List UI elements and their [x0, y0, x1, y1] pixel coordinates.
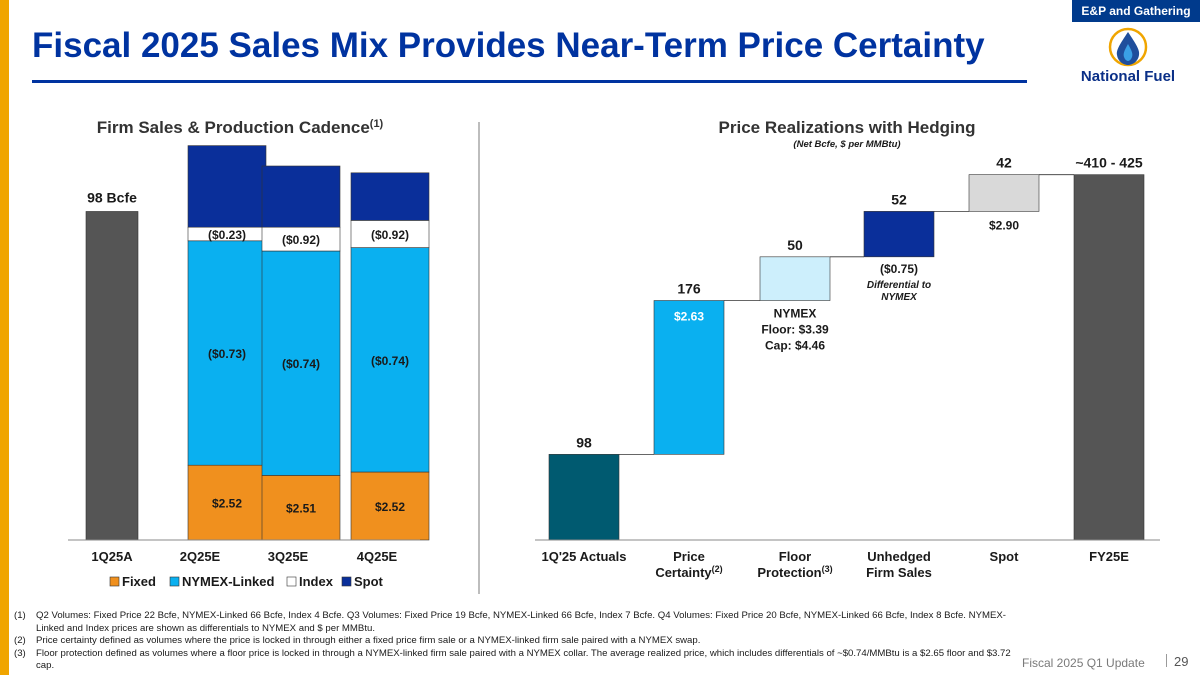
legend-swatch: [341, 576, 352, 587]
chart2-tick-label: Spot: [990, 549, 1020, 564]
waterfall-note: NYMEX: [774, 307, 817, 321]
bar-spot: [187, 145, 267, 228]
legend-swatch: [109, 576, 120, 587]
waterfall-value-label: 98: [576, 434, 592, 450]
chart1-tick-label: 3Q25E: [268, 549, 309, 564]
footnote-number: (3): [14, 647, 26, 659]
legend-swatch: [286, 576, 297, 587]
chart-divider: [478, 122, 480, 594]
legend-label: Fixed: [122, 574, 156, 589]
waterfall-note: Cap: $4.46: [765, 339, 825, 353]
footer-separator: [1166, 654, 1167, 667]
waterfall-bar: [863, 211, 935, 258]
bar-nymex-linked-label: ($0.74): [371, 354, 409, 368]
legend-label: Index: [299, 574, 334, 589]
flame-drop-icon: [1108, 27, 1148, 67]
waterfall-italic-note: Differential to: [867, 280, 931, 291]
bar-fixed: [187, 464, 267, 541]
waterfall-value-label: ~410 - 425: [1075, 155, 1143, 171]
bar-nymex-linked: [350, 247, 430, 473]
footnote-item: (2) Price certainty defined as volumes wh…: [14, 635, 1014, 648]
bar-annotation-98bcfe: 98 Bcfe: [87, 189, 137, 205]
bar-index-label: ($0.92): [371, 228, 409, 242]
title-underline: [32, 80, 1027, 83]
waterfall-bar: [548, 454, 620, 541]
bar-fixed-label: $2.52: [212, 497, 242, 511]
chart2-tick-label: Protection(3): [757, 564, 832, 580]
waterfall-bar: [653, 300, 725, 455]
waterfall-value-label: 50: [787, 237, 803, 253]
chart2-tick-label: FY25E: [1089, 549, 1129, 564]
bar-index-label: ($0.23): [208, 228, 246, 242]
chart1-tick-label: 4Q25E: [357, 549, 398, 564]
bar-index: [350, 220, 430, 248]
legend-swatch: [169, 576, 180, 587]
footnote-text: Q2 Volumes: Fixed Price 22 Bcfe, NYMEX-L…: [36, 610, 1006, 634]
footnote-item: (3) Floor protection defined as volumes w…: [14, 648, 1014, 673]
waterfall-bar: [968, 174, 1040, 212]
chart2-tick-label: Floor: [779, 549, 812, 564]
bar-fixed-label: $2.51: [286, 502, 316, 516]
footnote-text: Floor protection defined as volumes wher…: [36, 647, 1011, 672]
waterfall-bar: [759, 256, 831, 301]
waterfall-note: ($0.75): [880, 262, 918, 276]
bar-nymex-linked-label: ($0.74): [282, 357, 320, 371]
accent-bar: [0, 0, 9, 675]
waterfall-value-label: 52: [891, 191, 907, 207]
waterfall-bar: [1073, 174, 1145, 541]
chart2-tick-label: Firm Sales: [866, 565, 932, 580]
bar-fixed: [350, 471, 430, 541]
chart2-tick-label: Unhedged: [867, 549, 931, 564]
bar-nymex-linked-label: ($0.73): [208, 347, 246, 361]
bar-spot: [350, 172, 430, 221]
waterfall-value-label: 42: [996, 155, 1012, 171]
chart2-tick-label: Certainty(2): [655, 564, 722, 580]
footnote-text: Price certainty defined as volumes where…: [36, 635, 701, 647]
footnotes: (1) Q2 Volumes: Fixed Price 22 Bcfe, NYME…: [14, 610, 1014, 673]
waterfall-value-label: 176: [677, 281, 701, 297]
chart2-tick-label: Price: [673, 549, 705, 564]
waterfall-price-label: $2.63: [674, 310, 704, 324]
waterfall-italic-note: NYMEX: [881, 292, 918, 303]
bar-spot: [261, 165, 341, 228]
footnote-item: (1) Q2 Volumes: Fixed Price 22 Bcfe, NYME…: [14, 610, 1014, 635]
bar-nymex-linked: [187, 240, 267, 466]
bar-index-label: ($0.92): [282, 233, 320, 247]
footnote-number: (1): [14, 610, 26, 621]
chart2-tick-label: 1Q'25 Actuals: [542, 549, 627, 564]
footer-label: Fiscal 2025 Q1 Update: [1022, 656, 1145, 670]
chart1-tick-label: 1Q25A: [91, 549, 133, 564]
chart1-title: Firm Sales & Production Cadence(1): [97, 118, 384, 137]
page-number: 29: [1174, 654, 1189, 669]
waterfall-note: Floor: $3.39: [761, 323, 829, 337]
chart2-title: Price Realizations with Hedging: [719, 118, 976, 137]
logo-wordmark: National Fuel: [1080, 68, 1176, 85]
charts-canvas: Firm Sales & Production Cadence(1) 98 Bcf…: [68, 118, 1160, 589]
legend-label: Spot: [354, 574, 384, 589]
legend-label: NYMEX-Linked: [182, 574, 275, 589]
bar-fixed-label: $2.52: [375, 500, 405, 514]
chart2-subtitle: (Net Bcfe, $ per MMBtu): [793, 139, 900, 150]
bar-actual: [85, 211, 139, 541]
section-tag: E&P and Gathering: [1072, 0, 1200, 22]
page-title: Fiscal 2025 Sales Mix Provides Near-Term…: [32, 26, 985, 65]
footnote-number: (2): [14, 635, 26, 647]
waterfall-price-label: $2.90: [989, 219, 1019, 233]
chart1-tick-label: 2Q25E: [180, 549, 221, 564]
bar-nymex-linked: [261, 250, 341, 476]
